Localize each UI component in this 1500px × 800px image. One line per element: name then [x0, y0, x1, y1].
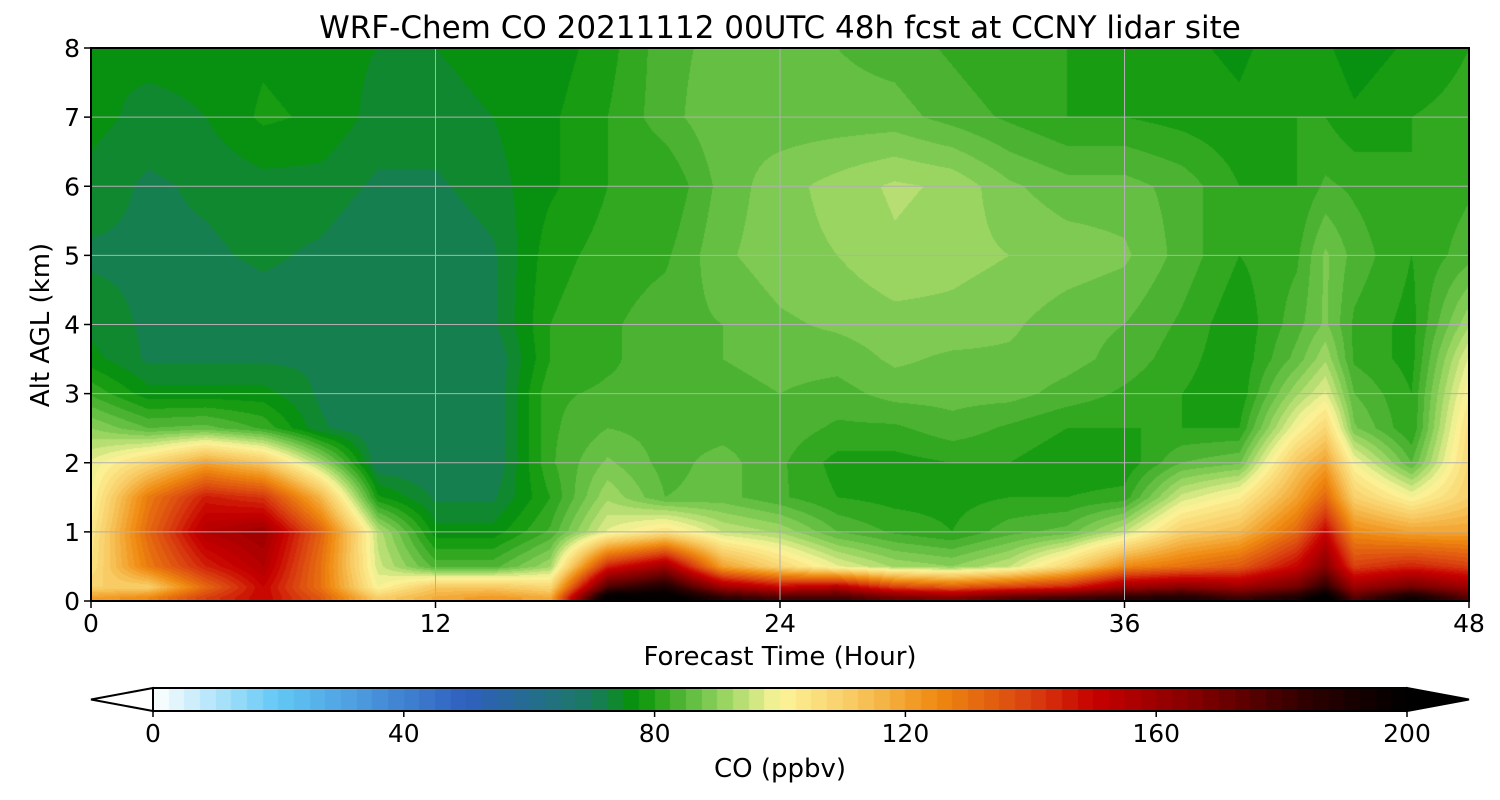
y-tick-label: 6: [64, 172, 80, 201]
colorbar-extend-low: [90, 686, 154, 713]
colorbar-ticks: 0 40 80 120 160 200: [145, 711, 1431, 748]
colorbar-label: CO (ppbv): [714, 754, 846, 784]
y-tick-label: 2: [64, 449, 80, 478]
x-tick-label: 36: [1109, 609, 1141, 638]
y-axis-label: Alt AGL (km): [26, 243, 56, 407]
y-tick-label: 0: [64, 587, 80, 616]
y-tick-label: 1: [64, 518, 80, 547]
colorbar-frame: [152, 687, 1408, 712]
colorbar-tick-label: 40: [388, 719, 420, 748]
colorbar-tick-label: 80: [639, 719, 671, 748]
x-tick-label: 0: [83, 609, 99, 638]
plot-area: [90, 47, 1470, 602]
x-tick-label: 24: [764, 609, 796, 638]
y-tick-label: 7: [64, 103, 80, 132]
y-tick-label: 4: [64, 311, 80, 340]
colorbar-gradient: [153, 688, 1407, 711]
y-tick-label: 3: [64, 380, 80, 409]
y-tick-label: 5: [64, 241, 80, 270]
colorbar-tick-label: 120: [882, 719, 930, 748]
colorbar-tick-label: 0: [145, 719, 161, 748]
y-tick-label: 8: [64, 34, 80, 63]
colorbar-tick-label: 200: [1383, 719, 1431, 748]
x-tick-label: 12: [420, 609, 452, 638]
x-axis: 0 12 24 36 48: [83, 601, 1485, 638]
x-tick-label: 48: [1453, 609, 1485, 638]
y-axis: 0 1 2 3 4 5 6 7 8: [64, 34, 91, 616]
x-axis-label: Forecast Time (Hour): [643, 642, 916, 672]
chart-title: WRF-Chem CO 20211112 00UTC 48h fcst at C…: [319, 10, 1241, 46]
colorbar-extend-high: [1406, 686, 1470, 713]
colorbar: 0 40 80 120 160 200 CO (ppbv): [90, 686, 1470, 784]
colorbar-tick-label: 160: [1132, 719, 1180, 748]
